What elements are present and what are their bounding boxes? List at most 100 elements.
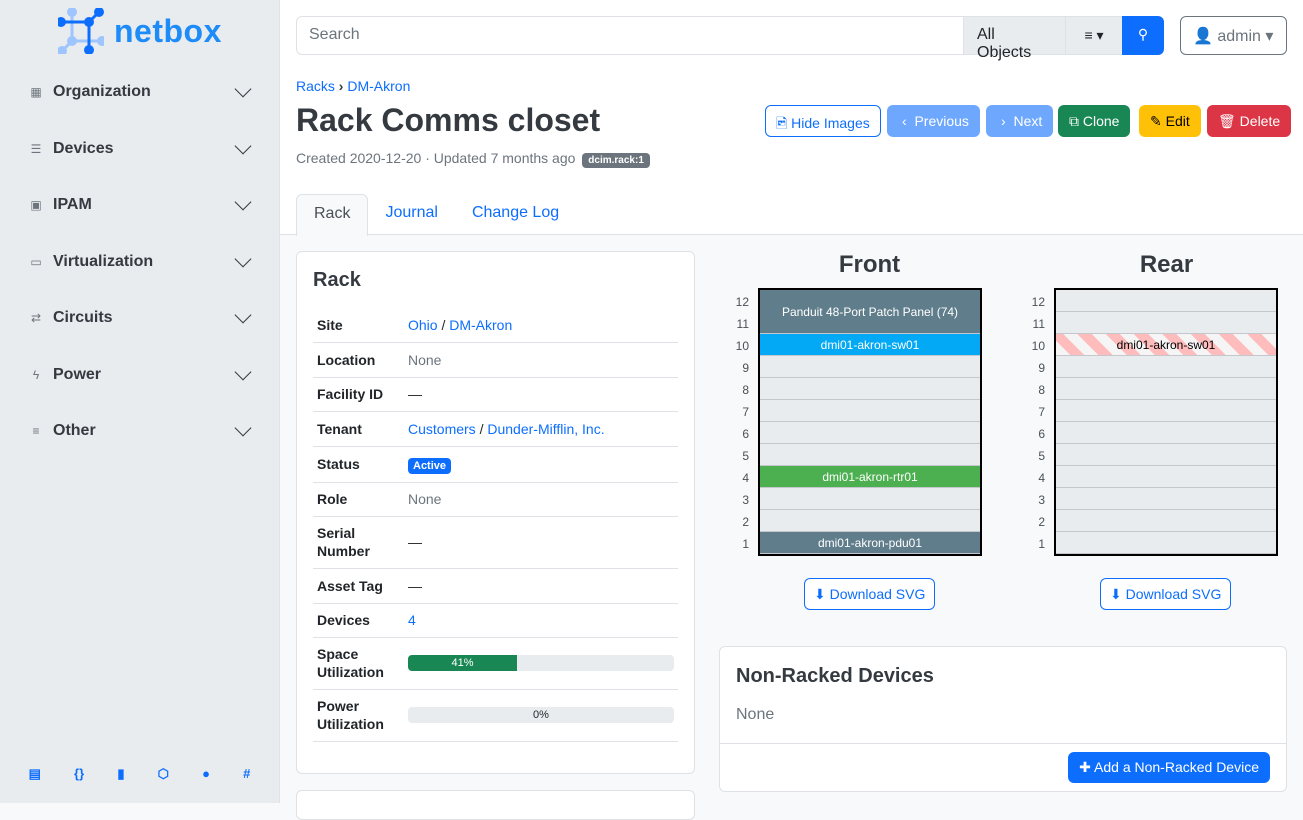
- search-input[interactable]: Search: [296, 16, 964, 55]
- rack-device[interactable]: dmi01-akron-sw01: [760, 334, 980, 356]
- unit-number: 4: [742, 471, 749, 485]
- devices-link[interactable]: 4: [408, 612, 416, 628]
- unit-number: 1: [1038, 537, 1045, 551]
- graphql-icon[interactable]: ⬡: [157, 766, 169, 781]
- delete-button[interactable]: 🗑 Delete: [1207, 105, 1292, 137]
- sidebar-item-label: IPAM: [53, 196, 92, 213]
- label: Serial Number: [313, 516, 404, 569]
- label: Power Utilization: [313, 689, 404, 742]
- download-rear-svg-button[interactable]: ⬇ Download SVG: [1100, 578, 1232, 610]
- rack-unit-slot[interactable]: [1056, 400, 1276, 422]
- sidebar-item-ipam[interactable]: ▣ IPAM: [0, 185, 279, 225]
- front-rack-elevation: Panduit 48-Port Patch Panel (74) dmi01-ak…: [758, 288, 982, 556]
- chevron-down-icon: [234, 363, 252, 381]
- rack-device[interactable]: dmi01-akron-rtr01: [760, 466, 980, 488]
- sidebar-item-virtualization[interactable]: ▭ Virtualization: [0, 242, 279, 282]
- rack-device[interactable]: dmi01-akron-sw01: [1056, 334, 1276, 356]
- unit-number: 7: [1038, 405, 1045, 419]
- rack-unit-slot[interactable]: [760, 422, 980, 444]
- user-menu[interactable]: 👤 admin ▾: [1180, 16, 1287, 55]
- rack-unit-slot[interactable]: [760, 510, 980, 532]
- chevron-left-icon: ‹: [902, 113, 907, 129]
- book-icon[interactable]: ▤: [28, 766, 41, 781]
- unit-number: 3: [1038, 493, 1045, 507]
- search-scope-dropdown[interactable]: All Objects: [963, 16, 1066, 61]
- clone-button[interactable]: ⧉ Clone: [1058, 105, 1131, 137]
- bookmark-icon[interactable]: ▮: [117, 766, 125, 781]
- power-utilization-bar: 0%: [408, 707, 674, 723]
- non-racked-value: None: [736, 706, 775, 723]
- row-serial: Serial Number —: [313, 516, 678, 569]
- button-label: Previous: [914, 113, 969, 129]
- front-title: Front: [838, 251, 901, 278]
- card-title: Rack: [313, 269, 361, 291]
- rear-title: Rear: [1139, 251, 1194, 278]
- next-button[interactable]: › Next: [986, 105, 1054, 137]
- region-link[interactable]: Ohio: [408, 316, 438, 333]
- previous-button[interactable]: ‹ Previous: [887, 105, 980, 137]
- rack-unit-slot[interactable]: [1056, 532, 1276, 554]
- rack-unit-slot[interactable]: [760, 444, 980, 466]
- sidebar-item-circuits[interactable]: ⇄ Circuits: [0, 298, 279, 338]
- unit-number: 9: [1038, 361, 1045, 375]
- label: Facility ID: [313, 377, 404, 412]
- sidebar-item-label: Devices: [53, 140, 114, 157]
- unit-number: 5: [742, 449, 749, 463]
- unit-number: 10: [1031, 339, 1045, 353]
- object-tag: dcim.rack:1: [582, 153, 650, 168]
- download-front-svg-button[interactable]: ⬇ Download SVG: [804, 578, 936, 610]
- label: Devices: [313, 603, 404, 638]
- rack-device[interactable]: dmi01-akron-pdu01: [760, 532, 980, 554]
- value: —: [404, 377, 678, 412]
- rack-unit-slot[interactable]: [1056, 444, 1276, 466]
- add-non-racked-device-button[interactable]: ✚ Add a Non-Racked Device: [1068, 752, 1270, 783]
- slack-icon[interactable]: #: [243, 766, 251, 781]
- search-button[interactable]: ⚲: [1122, 16, 1164, 55]
- unit-number: 12: [1031, 295, 1045, 309]
- tab-changelog[interactable]: Change Log: [471, 204, 560, 221]
- api-icon[interactable]: {}: [74, 766, 85, 781]
- rack-unit-slot[interactable]: [1056, 378, 1276, 400]
- tab-rack[interactable]: Rack: [296, 194, 369, 236]
- unit-number: 7: [742, 405, 749, 419]
- user-icon: 👤: [1193, 28, 1213, 45]
- rack-device[interactable]: Panduit 48-Port Patch Panel (74): [760, 290, 980, 334]
- breadcrumb-racks[interactable]: Racks: [296, 78, 335, 94]
- tenant-link[interactable]: Dunder-Mifflin, Inc.: [487, 420, 605, 437]
- rack-unit-slot[interactable]: [1056, 466, 1276, 488]
- button-label: Edit: [1165, 113, 1190, 129]
- rack-unit-slot[interactable]: [1056, 356, 1276, 378]
- unit-number: 11: [1032, 317, 1045, 331]
- tenant-group-link[interactable]: Customers: [408, 420, 476, 437]
- file-download-icon: ⬇: [814, 586, 826, 602]
- sidebar-item-power[interactable]: ϟ Power: [0, 355, 279, 395]
- sidebar-footer: ▤ {} ▮ ⬡ ● #: [0, 766, 279, 782]
- rack-unit-slot[interactable]: [760, 488, 980, 510]
- breadcrumb-site[interactable]: DM-Akron: [347, 78, 411, 94]
- netbox-logo[interactable]: netbox: [58, 8, 222, 54]
- rack-unit-slot[interactable]: [760, 356, 980, 378]
- unit-number: 4: [1038, 471, 1045, 485]
- hide-images-button[interactable]: 🖻 Hide Images: [765, 105, 881, 137]
- sidebar-item-organization[interactable]: ▦ Organization: [0, 72, 279, 112]
- tab-journal[interactable]: Journal: [385, 204, 438, 221]
- filter-dropdown[interactable]: ≡ ▾: [1065, 16, 1123, 55]
- rack-unit-slot[interactable]: [760, 400, 980, 422]
- rack-unit-slot[interactable]: [1056, 510, 1276, 532]
- github-icon[interactable]: ●: [202, 766, 210, 781]
- file-image-icon: 🖻: [776, 115, 788, 131]
- rack-unit-slot[interactable]: [1056, 422, 1276, 444]
- rack-unit-slot[interactable]: [1056, 312, 1276, 334]
- sidebar-item-devices[interactable]: ☰ Devices: [0, 129, 279, 169]
- sidebar-item-other[interactable]: ≡ Other: [0, 411, 279, 451]
- site-link[interactable]: DM-Akron: [449, 316, 513, 333]
- rack-unit-slot[interactable]: [1056, 290, 1276, 312]
- edit-button[interactable]: ✎ Edit: [1139, 105, 1201, 137]
- tabs: Rack Journal Change Log: [296, 194, 576, 236]
- page-title: Rack Comms closet: [296, 102, 601, 138]
- card-title: Non-Racked Devices: [736, 665, 934, 687]
- rack-unit-slot[interactable]: [760, 378, 980, 400]
- rack-unit-slot[interactable]: [1056, 488, 1276, 510]
- row-location: Location None: [313, 342, 678, 378]
- row-tenant: Tenant Customers / Dunder-Mifflin, Inc.: [313, 411, 678, 447]
